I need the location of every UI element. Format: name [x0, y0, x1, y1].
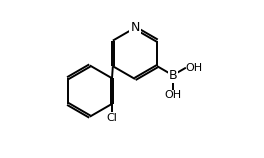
Text: Cl: Cl	[107, 113, 117, 123]
Text: OH: OH	[164, 90, 181, 100]
Text: OH: OH	[186, 63, 203, 73]
Text: N: N	[130, 21, 140, 34]
Text: B: B	[168, 69, 177, 82]
